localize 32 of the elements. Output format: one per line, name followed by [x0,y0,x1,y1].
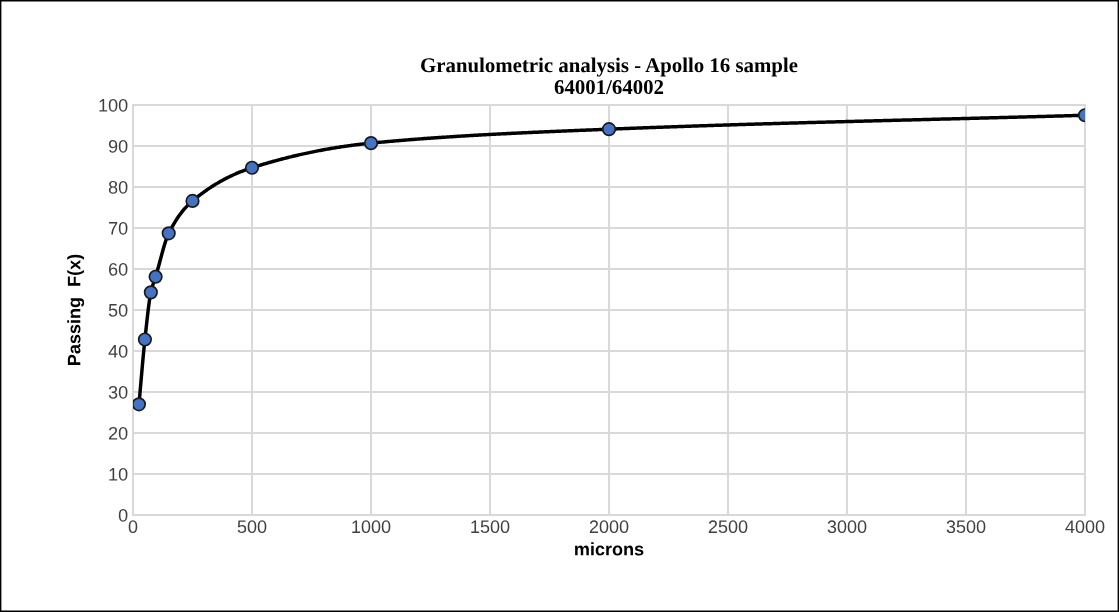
x-tick-label: 500 [237,520,267,534]
point [363,136,379,151]
point [137,332,152,347]
point [143,285,158,300]
chart-title: Granulometric analysis - Apollo 16 sample 64001/64002 [421,57,798,95]
y-tick-label: 20 [108,426,128,440]
x-axis-title: microns [575,542,644,556]
y-tick-label: 40 [108,344,128,358]
x-tick-label: 1500 [471,520,510,534]
y-tick-label: 80 [108,180,128,194]
x-tick-label: 3500 [946,520,986,534]
y-tick-label: 70 [108,221,128,235]
y-tick-label: 60 [108,262,128,276]
point [133,397,147,412]
point [148,269,163,284]
point [185,193,200,209]
y-tick-label: 50 [108,303,128,317]
y-axis-title: Passing F(x) [67,254,85,365]
point [601,122,617,137]
x-tick-label: 0 [128,520,138,534]
x-tick-label: 2000 [589,520,629,534]
point [161,226,176,241]
y-tick-label: 10 [109,467,128,481]
x-tick-label: 2500 [708,520,748,534]
y-tick-label: 0 [118,508,128,522]
point [244,160,260,175]
y-tick-label: 100 [99,98,128,112]
y-tick-label: 90 [108,139,128,153]
y-tick-label: 30 [108,385,128,399]
x-tick-label: 1000 [352,520,391,534]
x-tick-label: 4000 [1065,520,1105,534]
x-tick-label: 3000 [827,520,867,534]
